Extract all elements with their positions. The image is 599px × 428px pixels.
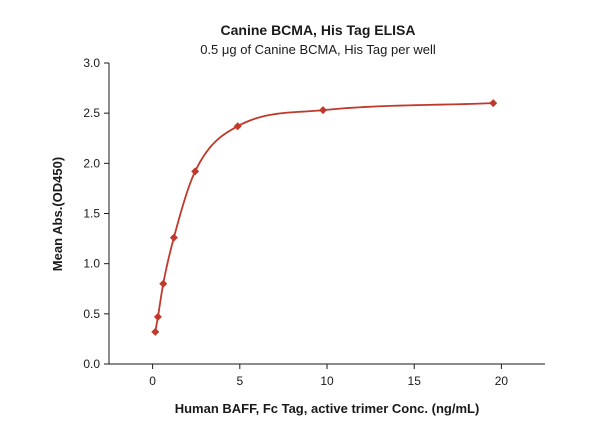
y-axis-label: Mean Abs.(OD450) <box>50 157 65 271</box>
data-point <box>489 99 498 108</box>
x-tick-label: 20 <box>495 374 509 388</box>
chart-title: Canine BCMA, His Tag ELISA <box>221 22 416 38</box>
x-tick-label: 10 <box>320 374 334 388</box>
x-ticks: 0 5 10 15 20 <box>149 364 508 388</box>
data-point <box>153 312 162 321</box>
fit-curve <box>154 102 494 333</box>
data-point <box>233 122 242 131</box>
x-tick-label: 0 <box>149 374 156 388</box>
y-ticks: 0.0 0.5 1.0 1.5 2.0 2.5 3.0 <box>83 56 109 371</box>
y-tick-label: 2.5 <box>83 106 100 120</box>
data-point <box>159 279 168 288</box>
x-tick-label: 5 <box>236 374 243 388</box>
y-tick-label: 0.5 <box>83 307 100 321</box>
x-axis-label: Human BAFF, Fc Tag, active trimer Conc. … <box>175 401 480 416</box>
data-point <box>151 327 160 336</box>
data-points <box>151 99 498 336</box>
data-point <box>191 167 200 176</box>
x-tick-label: 15 <box>408 374 422 388</box>
plot-area: 0.0 0.5 1.0 1.5 2.0 2.5 3.0 0 5 10 15 20 <box>83 56 545 388</box>
chart-subtitle: 0.5 μg of Canine BCMA, His Tag per well <box>200 42 436 57</box>
data-point <box>318 106 327 115</box>
y-tick-label: 1.5 <box>83 207 100 221</box>
y-tick-label: 1.0 <box>83 257 100 271</box>
y-tick-label: 0.0 <box>83 357 100 371</box>
y-tick-label: 3.0 <box>83 56 100 70</box>
data-point <box>169 233 178 242</box>
y-tick-label: 2.0 <box>83 156 100 170</box>
